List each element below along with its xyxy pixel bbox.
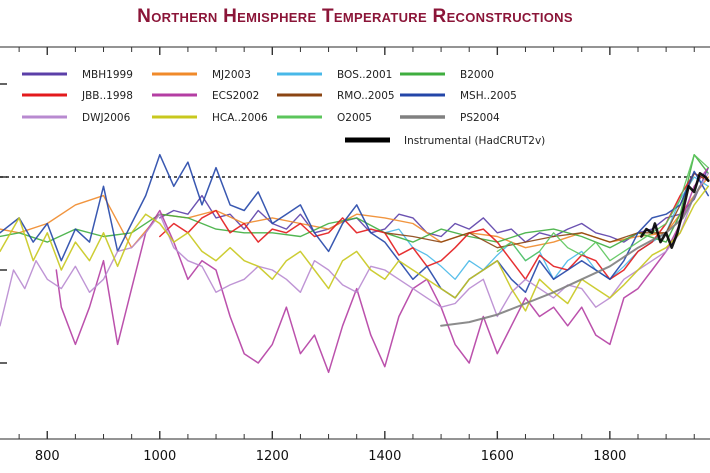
series-instrumental-hadcrut2v <box>640 172 710 249</box>
legend-label: ECS2002 <box>212 90 259 102</box>
chart-title: Northern Hemisphere Temperature Reconstr… <box>137 6 573 27</box>
series-hca-2006 <box>0 185 710 312</box>
series-msh-2005 <box>0 153 710 299</box>
legend: MBH1999 MJ2003 BOS..2001 B2000 JBB..1998 ECS2… <box>22 69 545 147</box>
x-tick-label: 1200 <box>256 449 289 464</box>
legend-label: JBB..1998 <box>81 90 133 102</box>
x-tick-label: 1000 <box>143 449 176 464</box>
series-jbb-1998 <box>159 172 710 281</box>
x-tick-label: 1400 <box>368 449 401 464</box>
legend-label: B2000 <box>460 69 494 81</box>
x-tick-labels: 800 1000 1200 1400 1600 1800 <box>35 449 627 464</box>
series-dwj2006 <box>0 172 709 327</box>
legend-label: MBH1999 <box>82 69 133 81</box>
legend-label: DWJ2006 <box>82 112 131 124</box>
legend-label: O2005 <box>337 112 372 124</box>
legend-label: PS2004 <box>460 112 500 124</box>
x-tick-label: 1600 <box>481 449 514 464</box>
legend-label: BOS..2001 <box>337 69 392 81</box>
x-tick-label: 1800 <box>593 449 626 464</box>
legend-label: Instrumental (HadCRUT2v) <box>404 135 545 147</box>
series-lines <box>0 153 710 374</box>
series-rmo-2005 <box>384 172 709 249</box>
legend-label: RMO..2005 <box>337 90 395 102</box>
legend-label: MJ2003 <box>212 69 251 81</box>
series-b2000 <box>0 153 709 249</box>
axes <box>0 46 710 440</box>
legend-label: HCA..2006 <box>212 112 268 124</box>
x-tick-label: 800 <box>35 449 60 464</box>
series-mj2003 <box>0 176 709 249</box>
series-o2005 <box>496 154 709 262</box>
series-ps2004 <box>440 185 701 327</box>
series-bos-2001 <box>384 176 709 280</box>
series-ecs2002 <box>55 166 710 374</box>
legend-label: MSH..2005 <box>460 90 517 102</box>
series-mbh1999 <box>159 166 709 243</box>
